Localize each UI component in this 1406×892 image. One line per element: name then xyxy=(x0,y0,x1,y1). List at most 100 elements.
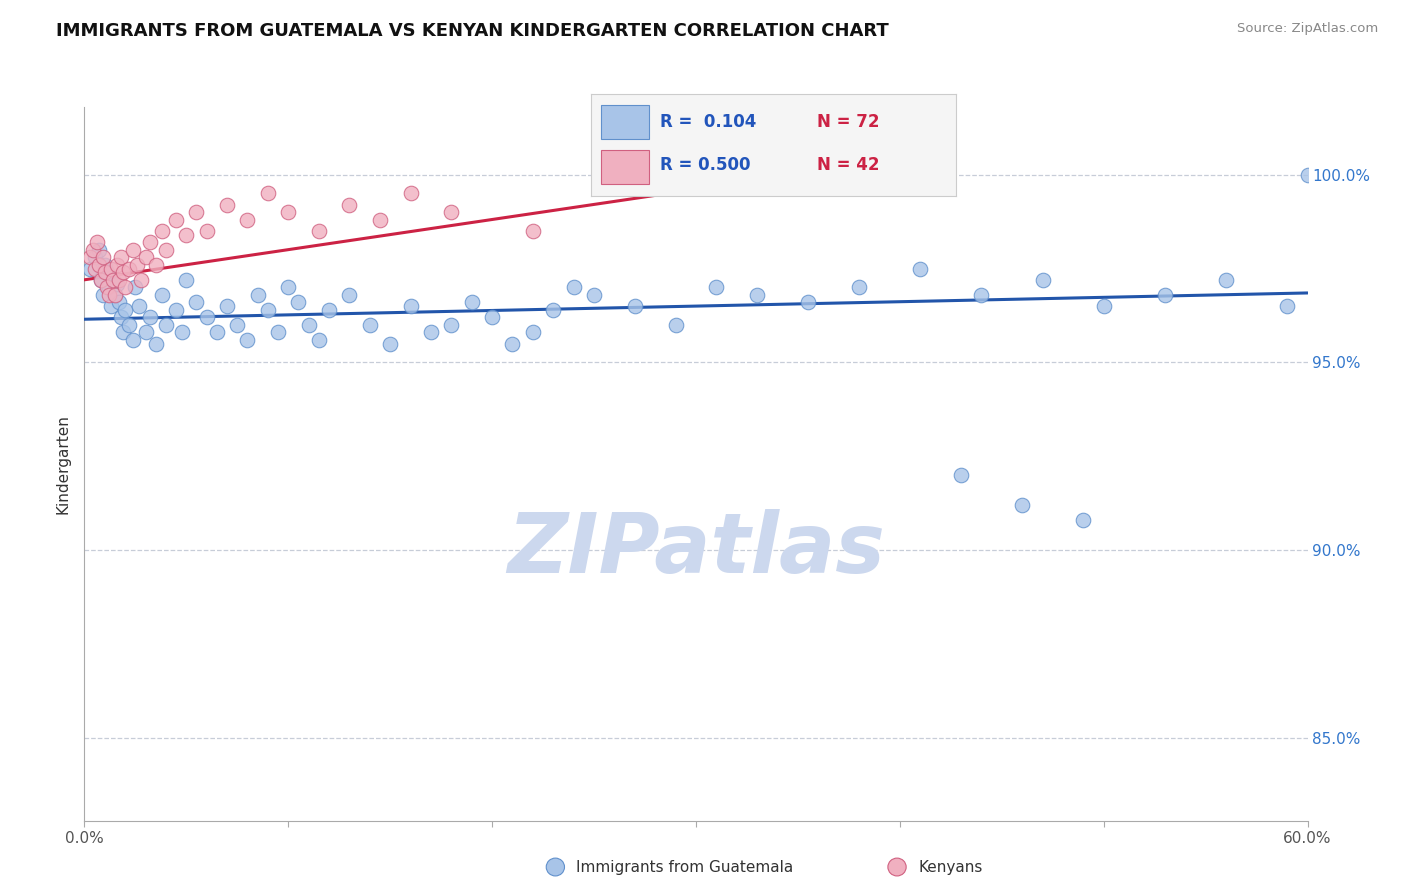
Point xyxy=(665,318,688,332)
Point xyxy=(83,250,105,264)
Point xyxy=(93,258,117,272)
Point xyxy=(87,258,110,272)
Point xyxy=(172,326,194,340)
Point xyxy=(205,326,228,340)
Point xyxy=(217,299,239,313)
Point xyxy=(114,302,136,317)
Point xyxy=(399,299,422,313)
Point xyxy=(481,310,503,325)
Point xyxy=(747,288,769,302)
Point xyxy=(583,288,606,302)
Point xyxy=(186,205,208,219)
Point xyxy=(970,288,993,302)
Point xyxy=(797,295,820,310)
Point xyxy=(1092,299,1115,313)
Point xyxy=(96,265,118,279)
Point xyxy=(257,186,280,201)
Point xyxy=(138,310,160,325)
Point xyxy=(1277,299,1299,313)
Point xyxy=(368,212,391,227)
Point xyxy=(108,295,131,310)
Point xyxy=(96,280,118,294)
Text: IMMIGRANTS FROM GUATEMALA VS KENYAN KINDERGARTEN CORRELATION CHART: IMMIGRANTS FROM GUATEMALA VS KENYAN KIND… xyxy=(56,22,889,40)
Point xyxy=(502,336,524,351)
Point xyxy=(308,333,330,347)
Point xyxy=(122,243,145,257)
Point xyxy=(108,273,131,287)
Point xyxy=(105,277,128,291)
Point xyxy=(339,197,361,211)
Y-axis label: Kindergarten: Kindergarten xyxy=(55,414,70,514)
Point xyxy=(440,318,463,332)
Text: Immigrants from Guatemala: Immigrants from Guatemala xyxy=(576,860,794,874)
Point xyxy=(150,288,173,302)
Point xyxy=(165,302,187,317)
Text: R = 0.500: R = 0.500 xyxy=(659,156,751,175)
Point xyxy=(155,318,177,332)
Point xyxy=(217,197,239,211)
Bar xyxy=(602,105,650,139)
Point xyxy=(82,243,104,257)
Point xyxy=(100,299,122,313)
Point xyxy=(1215,273,1237,287)
Point xyxy=(195,224,218,238)
Point xyxy=(277,205,299,219)
Point xyxy=(100,261,122,276)
Point xyxy=(1073,513,1095,527)
Point xyxy=(440,205,463,219)
Text: N = 42: N = 42 xyxy=(817,156,880,175)
Point xyxy=(624,299,647,313)
Point xyxy=(105,258,128,272)
Point xyxy=(176,227,198,242)
Point xyxy=(1154,288,1177,302)
Point xyxy=(101,273,124,287)
Point xyxy=(186,295,208,310)
Point xyxy=(122,333,145,347)
Point xyxy=(420,326,443,340)
Point xyxy=(176,273,198,287)
Point xyxy=(87,243,110,257)
Point xyxy=(118,261,141,276)
Point xyxy=(236,333,259,347)
Point xyxy=(236,212,259,227)
Point xyxy=(104,288,127,302)
Point xyxy=(848,280,870,294)
Point xyxy=(112,265,135,279)
Text: Source: ZipAtlas.com: Source: ZipAtlas.com xyxy=(1237,22,1378,36)
Point xyxy=(138,235,160,250)
Bar xyxy=(602,150,650,184)
Point xyxy=(97,280,120,294)
Point xyxy=(155,243,177,257)
Point xyxy=(522,326,544,340)
Point xyxy=(1032,273,1054,287)
Point xyxy=(150,224,173,238)
Point xyxy=(1296,168,1319,182)
Point xyxy=(145,258,167,272)
Point xyxy=(135,250,157,264)
Text: N = 72: N = 72 xyxy=(817,113,880,131)
Point xyxy=(91,288,114,302)
Point xyxy=(706,280,728,294)
Point xyxy=(461,295,484,310)
Point xyxy=(118,318,141,332)
Point xyxy=(399,186,422,201)
Point xyxy=(380,336,402,351)
Point xyxy=(522,224,544,238)
Point xyxy=(145,336,167,351)
Point xyxy=(112,326,135,340)
Point xyxy=(110,250,132,264)
Point xyxy=(339,288,361,302)
Point xyxy=(195,310,218,325)
Point xyxy=(90,273,112,287)
Point xyxy=(90,273,112,287)
Point xyxy=(79,250,101,264)
Point xyxy=(131,273,153,287)
Point xyxy=(593,168,616,182)
Point xyxy=(1011,498,1033,512)
Point xyxy=(83,261,105,276)
Point xyxy=(127,258,149,272)
Point xyxy=(101,273,124,287)
Point xyxy=(86,235,108,250)
Point xyxy=(910,261,932,276)
Point xyxy=(543,302,565,317)
